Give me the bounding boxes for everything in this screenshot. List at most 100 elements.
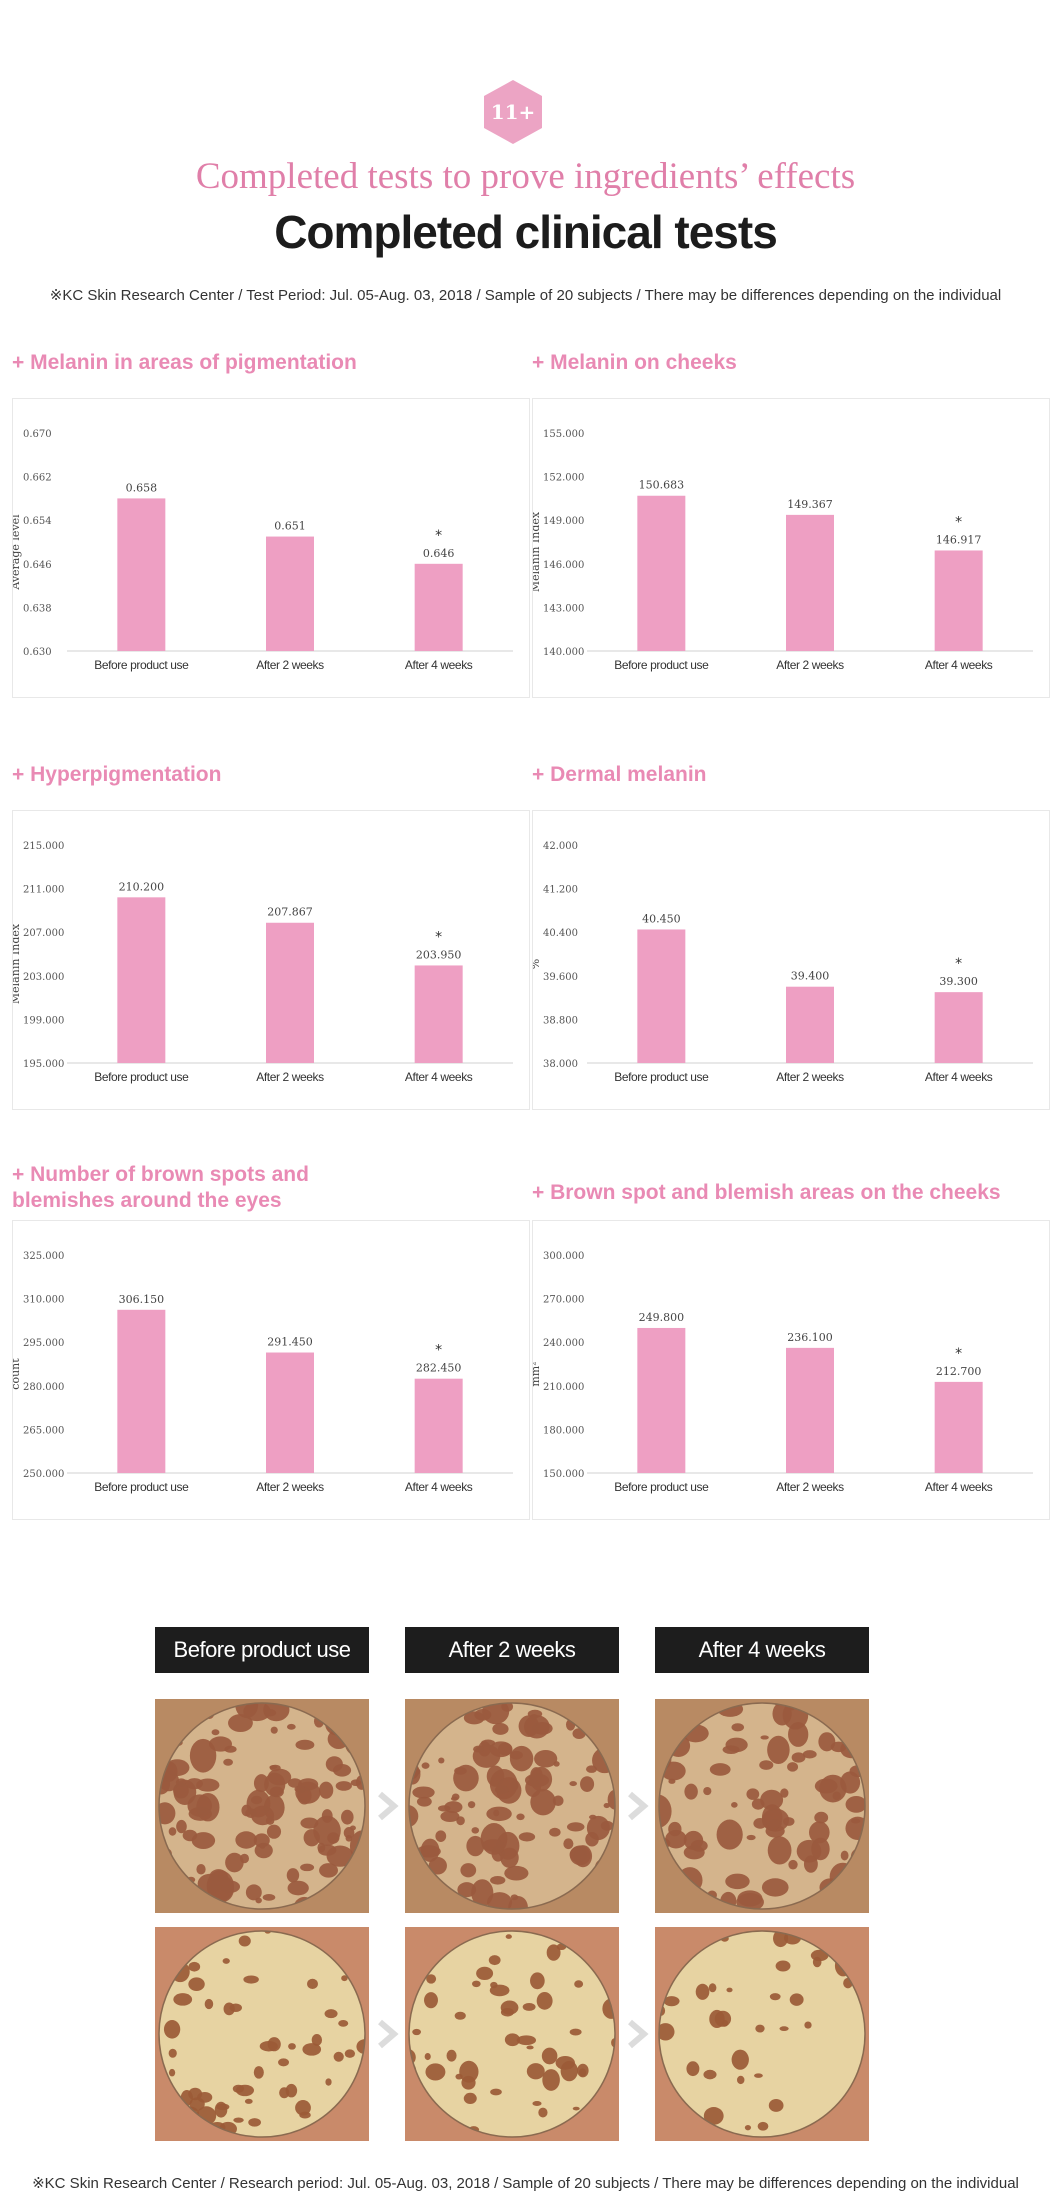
y-tick-label: 0.662 — [23, 473, 52, 484]
y-tick-label: 180.000 — [543, 1425, 584, 1436]
y-axis-label: Melanin Index — [13, 923, 22, 1004]
data-label: 0.646 — [423, 547, 455, 560]
chart-box: 0.630 0.638 0.646 0.654 0.662 0.670 Average le… — [12, 398, 530, 698]
chart-brown-spots-cheeks: 150.000 180.000 210.000 240.000 270.000 300.0… — [533, 1251, 1033, 1494]
y-tick-label: 280.000 — [23, 1382, 64, 1393]
x-tick-label: Before product use — [614, 1070, 709, 1084]
photo-before-row2 — [155, 1927, 369, 2141]
x-tick-label: After 4 weeks — [405, 1070, 473, 1084]
x-tick-label: After 2 weeks — [256, 1070, 324, 1084]
test-note: ※KC Skin Research Center / Test Period: … — [49, 287, 1002, 304]
skin-circle — [659, 1703, 865, 1909]
chart-melanin-pigmentation: 0.630 0.638 0.646 0.654 0.662 0.670 Average le… — [13, 429, 513, 672]
y-tick-label: 207.000 — [23, 928, 64, 939]
skin-circle — [659, 1931, 865, 2137]
y-tick-label: 149.000 — [543, 516, 584, 527]
chart-bar — [266, 536, 314, 651]
data-label: 236.100 — [787, 1331, 833, 1344]
chart-bar — [414, 1378, 463, 1473]
page-title: Completed clinical tests — [274, 206, 778, 258]
badge-label: 11+ — [490, 100, 536, 124]
badge-hexagon: 11+ — [481, 78, 545, 146]
chart-heading: + Number of brown spots and blemishes ar… — [12, 1163, 309, 1212]
y-tick-label: 41.200 — [543, 885, 578, 896]
significance-marker: * — [435, 929, 442, 945]
hexagon-icon — [484, 80, 542, 144]
x-tick-label: After 4 weeks — [925, 658, 993, 672]
chevron-right-icon — [625, 2019, 649, 2049]
chart-box: 195.000 199.000 203.000 207.000 211.000 215.0… — [12, 810, 530, 1110]
y-axis-label: count — [13, 1358, 22, 1390]
skin-circle-outline — [408, 1702, 616, 1910]
y-tick-label: 295.000 — [23, 1338, 64, 1349]
data-label: 150.683 — [639, 479, 685, 492]
significance-marker: * — [955, 1346, 962, 1362]
x-tick-label: After 4 weeks — [405, 1480, 473, 1494]
x-tick-label: After 2 weeks — [776, 1480, 844, 1494]
photo-before-row1 — [155, 1699, 369, 1913]
data-label: 291.450 — [267, 1336, 313, 1349]
x-tick-label: After 2 weeks — [256, 658, 324, 672]
significance-marker: * — [955, 956, 962, 972]
photo-2wk-row1 — [405, 1699, 619, 1913]
chart-bar — [414, 563, 463, 651]
data-label: 306.150 — [119, 1293, 165, 1306]
label-before: Before product use — [155, 1627, 369, 1673]
skin-circle-outline — [158, 1702, 366, 1910]
chevron-right-icon — [375, 1791, 399, 1821]
y-axis-label: mm² — [533, 1361, 542, 1386]
chart-bar — [637, 929, 686, 1063]
skin-circle-outline — [658, 1702, 866, 1910]
photo-4wk-row1 — [655, 1699, 869, 1913]
chart-bar — [934, 992, 983, 1063]
chart-box: 140.000 143.000 146.000 149.000 152.000 155.0… — [532, 398, 1050, 698]
y-tick-label: 265.000 — [23, 1425, 64, 1436]
y-tick-label: 143.000 — [543, 603, 584, 614]
data-label: 249.800 — [639, 1311, 685, 1324]
significance-marker: * — [955, 514, 962, 530]
chart-bar — [786, 514, 834, 651]
y-tick-label: 39.600 — [543, 972, 578, 983]
y-tick-label: 240.000 — [543, 1338, 584, 1349]
chart-bar — [786, 1347, 834, 1473]
y-tick-label: 152.000 — [543, 473, 584, 484]
data-label: 149.367 — [787, 498, 833, 511]
data-label: 212.700 — [936, 1365, 982, 1378]
research-note: ※KC Skin Research Center / Research peri… — [32, 2175, 1019, 2192]
data-label: 146.917 — [936, 533, 982, 546]
chart-heading: + Melanin in areas of pigmentation — [12, 351, 357, 374]
skin-circle — [409, 1931, 615, 2137]
y-tick-label: 0.638 — [23, 603, 52, 614]
significance-marker: * — [435, 528, 442, 544]
y-tick-label: 211.000 — [23, 885, 64, 896]
x-tick-label: Before product use — [614, 1480, 709, 1494]
chart-bar — [637, 1327, 686, 1473]
y-tick-label: 38.800 — [543, 1015, 578, 1026]
chart-heading: + Melanin on cheeks — [532, 351, 737, 374]
chart-heading: + Brown spot and blemish areas on the ch… — [532, 1181, 1001, 1204]
data-label: 282.450 — [416, 1362, 462, 1375]
y-tick-label: 140.000 — [543, 647, 584, 658]
y-axis-label: Average level — [13, 514, 22, 591]
chart-hyperpigmentation: 195.000 199.000 203.000 207.000 211.000 215.0… — [13, 841, 513, 1084]
y-tick-label: 42.000 — [543, 841, 578, 852]
y-tick-label: 146.000 — [543, 560, 584, 571]
y-tick-label: 300.000 — [543, 1251, 584, 1262]
y-tick-label: 0.670 — [23, 429, 52, 440]
y-tick-label: 210.000 — [543, 1382, 584, 1393]
chart-heading: + Hyperpigmentation — [12, 763, 222, 786]
label-after-2-weeks: After 2 weeks — [405, 1627, 619, 1673]
y-axis-label: Melanin Index — [533, 511, 542, 592]
chart-bar — [414, 965, 463, 1063]
x-tick-label: Before product use — [94, 1480, 189, 1494]
y-tick-label: 155.000 — [543, 429, 584, 440]
y-tick-label: 310.000 — [23, 1295, 64, 1306]
y-tick-label: 250.000 — [23, 1469, 64, 1480]
y-tick-label: 0.630 — [23, 647, 52, 658]
chart-bar — [266, 1352, 314, 1473]
chart-heading: + Dermal melanin — [532, 763, 707, 786]
photo-2wk-row2 — [405, 1927, 619, 2141]
label-after-4-weeks: After 4 weeks — [655, 1627, 869, 1673]
x-tick-label: After 4 weeks — [405, 658, 473, 672]
chart-bar — [637, 495, 686, 651]
